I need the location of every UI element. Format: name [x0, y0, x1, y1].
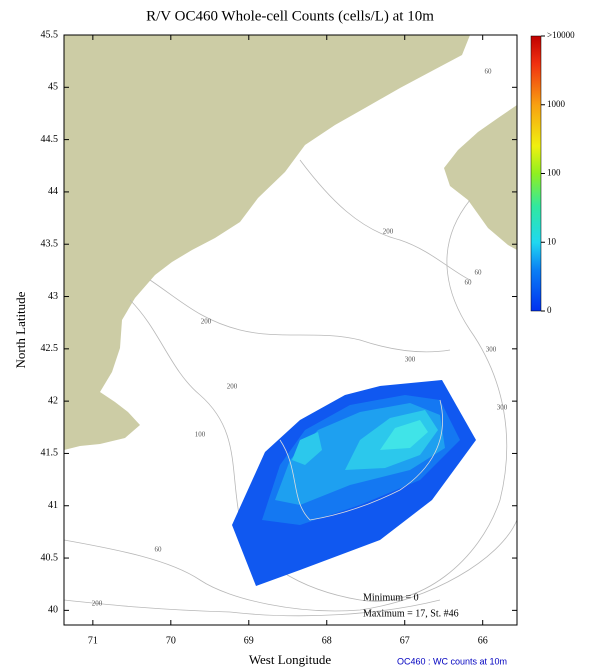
annotation-minimum: Minimum = 0: [363, 592, 419, 603]
x-axis-label: West Longitude: [249, 652, 332, 667]
colorbar-label: 100: [547, 168, 561, 178]
contour-label: 60: [485, 68, 493, 76]
title: R/V OC460 Whole-cell Counts (cells/L) at…: [146, 8, 434, 24]
contour-label: 300: [497, 404, 508, 412]
contour-label: 300: [486, 346, 497, 354]
contour-fill: [292, 432, 322, 465]
colorbar-label: 1000: [547, 99, 566, 109]
x-tick-label: 71: [88, 635, 98, 646]
contour-line: [64, 599, 441, 617]
colorbar: [530, 35, 542, 312]
land: [444, 105, 517, 250]
contour-line: [279, 399, 443, 521]
contour-line: [299, 159, 471, 281]
contour-fill: [380, 420, 428, 450]
contour-label: 100: [195, 431, 206, 439]
contour-label: 300: [405, 356, 416, 364]
y-tick-label: 43.5: [41, 239, 59, 250]
contour-label: 200: [92, 600, 103, 608]
x-tick-label: 69: [244, 635, 254, 646]
contour-label: 60: [475, 269, 483, 277]
y-tick-label: 44: [48, 186, 58, 197]
x-tick-label: 66: [478, 635, 488, 646]
y-tick-label: 45.5: [41, 29, 59, 40]
colorbar-label: >10000: [547, 30, 575, 40]
y-tick-label: 42.5: [41, 343, 59, 354]
y-tick-label: 43: [48, 291, 58, 302]
colorbar-label: 10: [547, 236, 557, 246]
y-tick-label: 40: [48, 605, 58, 616]
x-tick-label: 68: [322, 635, 332, 646]
map-area: [64, 35, 517, 617]
contour-line: [149, 279, 451, 353]
contour-line: [129, 199, 508, 602]
y-tick-label: 40.5: [41, 552, 59, 563]
plot-frame: [63, 34, 518, 626]
contour-label: 200: [201, 318, 212, 326]
contour-label: 200: [227, 383, 238, 391]
contour-line: [64, 519, 517, 612]
x-tick-label: 70: [166, 635, 176, 646]
y-tick-label: 41.5: [41, 448, 59, 459]
contour-label: 60: [155, 546, 163, 554]
y-tick-label: 42: [48, 395, 58, 406]
colorbar-label: 0: [547, 305, 552, 315]
y-tick-label: 45: [48, 82, 58, 93]
y-tick-label: 41: [48, 500, 58, 511]
annotation-maximum: Maximum = 17, St. #46: [363, 608, 459, 619]
footer: OC460 : WC counts at 10m: [397, 656, 507, 666]
land: [64, 35, 470, 450]
y-tick-label: 44.5: [41, 134, 59, 145]
y-axis-label: North Latitude: [13, 291, 28, 368]
contour-label: 200: [383, 228, 394, 236]
x-tick-label: 67: [400, 635, 410, 646]
contour-label: 60: [465, 279, 473, 287]
